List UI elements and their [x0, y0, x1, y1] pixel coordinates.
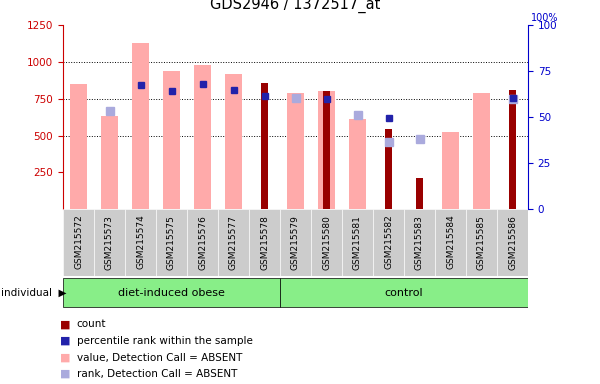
Bar	[311, 209, 342, 276]
Text: control: control	[385, 288, 424, 298]
Text: GSM215575: GSM215575	[167, 215, 176, 270]
Bar	[132, 43, 149, 209]
Bar	[218, 209, 249, 276]
Bar	[442, 132, 459, 209]
Text: 100%: 100%	[531, 13, 559, 23]
Bar	[187, 209, 218, 276]
Text: GSM215584: GSM215584	[446, 215, 455, 270]
Bar	[466, 209, 497, 276]
Text: rank, Detection Call = ABSENT: rank, Detection Call = ABSENT	[77, 369, 237, 379]
Text: GSM215586: GSM215586	[508, 215, 517, 270]
Text: count: count	[77, 319, 106, 329]
Text: GSM215585: GSM215585	[477, 215, 486, 270]
Bar	[101, 116, 118, 209]
Text: GSM215583: GSM215583	[415, 215, 424, 270]
Text: GSM215582: GSM215582	[384, 215, 393, 270]
Text: GSM215581: GSM215581	[353, 215, 362, 270]
Text: value, Detection Call = ABSENT: value, Detection Call = ABSENT	[77, 353, 242, 362]
Text: GSM215578: GSM215578	[260, 215, 269, 270]
Text: GSM215572: GSM215572	[74, 215, 83, 270]
Text: ■: ■	[60, 353, 71, 362]
Bar	[287, 93, 304, 209]
Text: diet-induced obese: diet-induced obese	[118, 288, 225, 298]
Bar	[260, 83, 268, 209]
Bar	[70, 84, 87, 209]
Text: percentile rank within the sample: percentile rank within the sample	[77, 336, 253, 346]
Bar	[225, 74, 242, 209]
Bar	[280, 209, 311, 276]
Bar	[323, 91, 331, 209]
Bar	[435, 209, 466, 276]
Text: GDS2946 / 1372517_at: GDS2946 / 1372517_at	[211, 0, 380, 13]
Text: GSM215579: GSM215579	[291, 215, 300, 270]
Bar	[509, 90, 517, 209]
Bar	[497, 209, 528, 276]
Text: ■: ■	[60, 336, 71, 346]
Bar	[156, 209, 187, 276]
Bar	[63, 278, 280, 308]
Text: GSM215580: GSM215580	[322, 215, 331, 270]
Bar	[280, 278, 528, 308]
Bar	[125, 209, 156, 276]
Bar	[94, 209, 125, 276]
Bar	[318, 91, 335, 209]
Bar	[163, 71, 180, 209]
Text: ■: ■	[60, 319, 71, 329]
Text: ■: ■	[60, 369, 71, 379]
Bar	[194, 65, 211, 209]
Bar	[416, 177, 424, 209]
Bar	[342, 209, 373, 276]
Text: GSM215573: GSM215573	[105, 215, 114, 270]
Bar	[63, 209, 94, 276]
Bar	[404, 209, 435, 276]
Bar	[349, 119, 366, 209]
Text: GSM215574: GSM215574	[136, 215, 145, 270]
Bar	[473, 93, 490, 209]
Bar	[373, 209, 404, 276]
Text: individual  ▶: individual ▶	[1, 288, 66, 298]
Text: GSM215576: GSM215576	[198, 215, 207, 270]
Text: GSM215577: GSM215577	[229, 215, 238, 270]
Bar	[385, 129, 392, 209]
Bar	[249, 209, 280, 276]
